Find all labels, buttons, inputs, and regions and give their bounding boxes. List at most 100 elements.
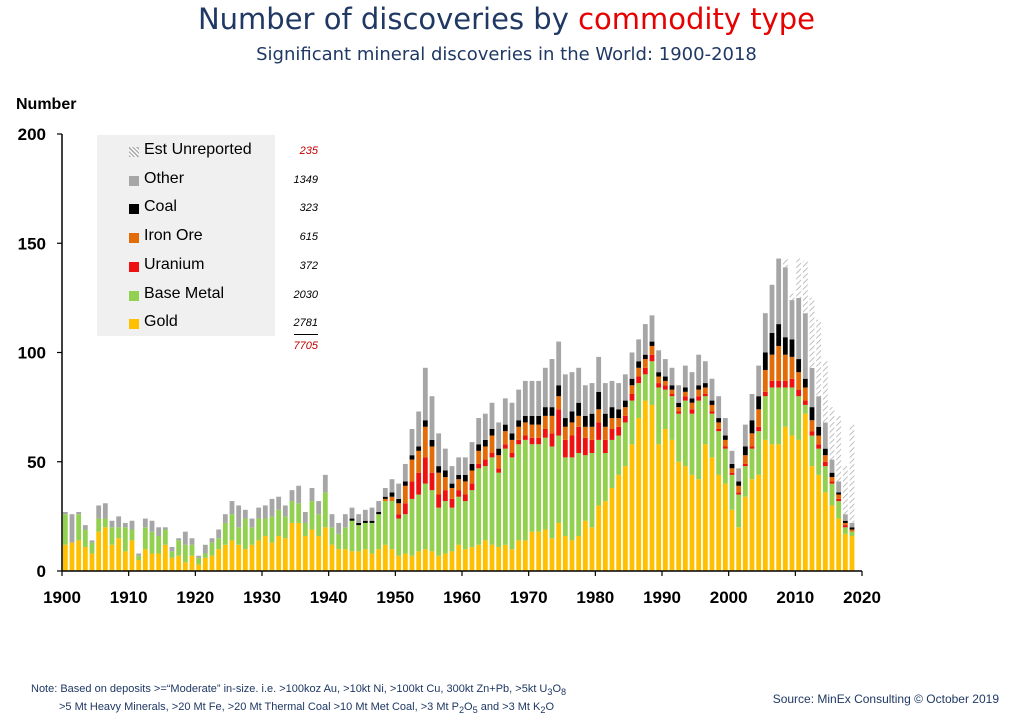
bar-segment-uranium <box>842 525 848 528</box>
bar-segment-base-metal <box>429 490 435 552</box>
bar-segment-gold <box>736 527 742 571</box>
bar-segment-other <box>382 487 388 497</box>
bar-segment-other <box>516 389 522 421</box>
bar-segment-gold <box>269 542 275 571</box>
y-tick-label: 200 <box>18 125 46 144</box>
bar-segment-coal <box>616 409 622 419</box>
bar-segment-base-metal <box>696 400 702 480</box>
bar-segment-coal <box>469 463 475 471</box>
bar-segment-iron-ore <box>489 435 495 454</box>
bar-segment-gold <box>362 549 368 571</box>
bar-segment-gold <box>596 505 602 571</box>
bar-segment-uranium <box>716 428 722 432</box>
x-tick-label: 1990 <box>643 588 681 607</box>
bar-segment-coal <box>749 420 755 434</box>
bar-segment-gold <box>609 487 615 571</box>
bar-segment-gold <box>622 466 628 571</box>
bar-segment-other <box>209 538 215 543</box>
bar-segment-coal <box>582 415 588 427</box>
bar-segment-other <box>116 516 122 528</box>
bar-segment-base-metal <box>542 437 548 530</box>
bar-segment-coal <box>709 400 715 405</box>
bar-segment-iron-ore <box>782 354 788 381</box>
bar-segment-base-metal <box>169 551 175 558</box>
bar-segment-other <box>82 525 88 530</box>
bar-segment-uranium <box>762 391 768 397</box>
bar-segment-coal <box>842 520 848 523</box>
bar-segment-gold <box>322 527 328 571</box>
bar-segment-other <box>736 468 742 482</box>
bar-segment-other <box>722 418 728 436</box>
bar-segment-base-metal <box>289 501 295 523</box>
bar-segment-base-metal <box>182 544 188 563</box>
bar-segment-gold <box>189 555 195 571</box>
x-tick-label: 2010 <box>776 588 814 607</box>
bar-segment-base-metal <box>602 453 608 502</box>
bar-segment-base-metal <box>109 527 115 545</box>
bar-segment-iron-ore <box>722 439 728 447</box>
bar-segment-gold <box>209 555 215 571</box>
bar-segment-other <box>216 529 222 539</box>
bar-segment-gold <box>176 555 182 571</box>
bar-segment-iron-ore <box>496 455 502 469</box>
bar-segment-other <box>449 466 455 484</box>
bar-segment-coal <box>829 472 835 478</box>
bar-segment-other <box>436 433 442 467</box>
bar-segment-iron-ore <box>522 422 528 436</box>
bar-segment-other <box>309 487 315 502</box>
bar-segment-base-metal <box>222 522 228 545</box>
bar-segment-other <box>329 514 335 528</box>
bar-segment-base-metal <box>449 507 455 552</box>
bar-segment-gold <box>476 544 482 571</box>
bar-segment-coal <box>462 474 468 482</box>
bar-segment-iron-ore <box>529 424 535 438</box>
bar-segment-gold <box>282 538 288 571</box>
bar-segment-base-metal <box>62 514 68 545</box>
bar-segment-other <box>296 485 302 504</box>
bar-segment-other <box>822 422 828 449</box>
bar-segment-other <box>662 359 668 377</box>
legend-count: 2030 <box>293 288 318 301</box>
bar-segment-base-metal <box>162 529 168 545</box>
legend-label: Iron Ore <box>144 227 203 245</box>
bar-segment-iron-ore <box>789 356 795 379</box>
bar-segment-iron-ore <box>556 396 562 410</box>
x-tick-label: 1950 <box>376 588 414 607</box>
bar-segment-base-metal <box>242 518 248 550</box>
bar-segment-other <box>76 512 82 515</box>
bar-segment-gold <box>702 444 708 571</box>
bar-segment-iron-ore <box>402 485 408 504</box>
bar-segment-uranium <box>469 483 475 491</box>
bar-segment-other <box>536 380 542 416</box>
bar-segment-base-metal <box>622 422 628 467</box>
bar-segment-coal <box>516 420 522 427</box>
bar-segment-uranium <box>496 468 502 473</box>
bar-segment-gold <box>789 435 795 571</box>
bar-segment-iron-ore <box>689 402 695 410</box>
bar-segment-other <box>102 503 108 519</box>
bar-segment-other <box>542 367 548 408</box>
bar-segment-gold <box>529 531 535 571</box>
bar-segment-coal <box>742 446 748 456</box>
bar-segment-other <box>769 284 775 333</box>
bar-segment-iron-ore <box>649 345 655 355</box>
bar-segment-iron-ore <box>842 522 848 526</box>
bar-segment-coal <box>349 518 355 521</box>
bar-segment-coal <box>509 433 515 440</box>
bar-segment-coal <box>376 512 382 515</box>
bar-segment-uranium <box>662 385 668 390</box>
bar-segment-other <box>716 396 722 419</box>
chart-title: Number of discoveries by commodity type <box>197 2 816 36</box>
bar-segment-gold <box>442 553 448 571</box>
bar-segment-coal <box>496 448 502 456</box>
bar-segment-coal <box>529 415 535 425</box>
bar-segment-other <box>256 507 262 519</box>
bar-segment-uranium <box>802 400 808 405</box>
bar-segment-coal <box>456 474 462 480</box>
bar-segment-other <box>362 509 368 521</box>
x-tick-label: 1930 <box>243 588 281 607</box>
bar-segment-coal <box>636 361 642 368</box>
bar-segment-other <box>616 383 622 410</box>
bar-segment-other <box>196 555 202 558</box>
bar-segment-uranium <box>589 439 595 454</box>
